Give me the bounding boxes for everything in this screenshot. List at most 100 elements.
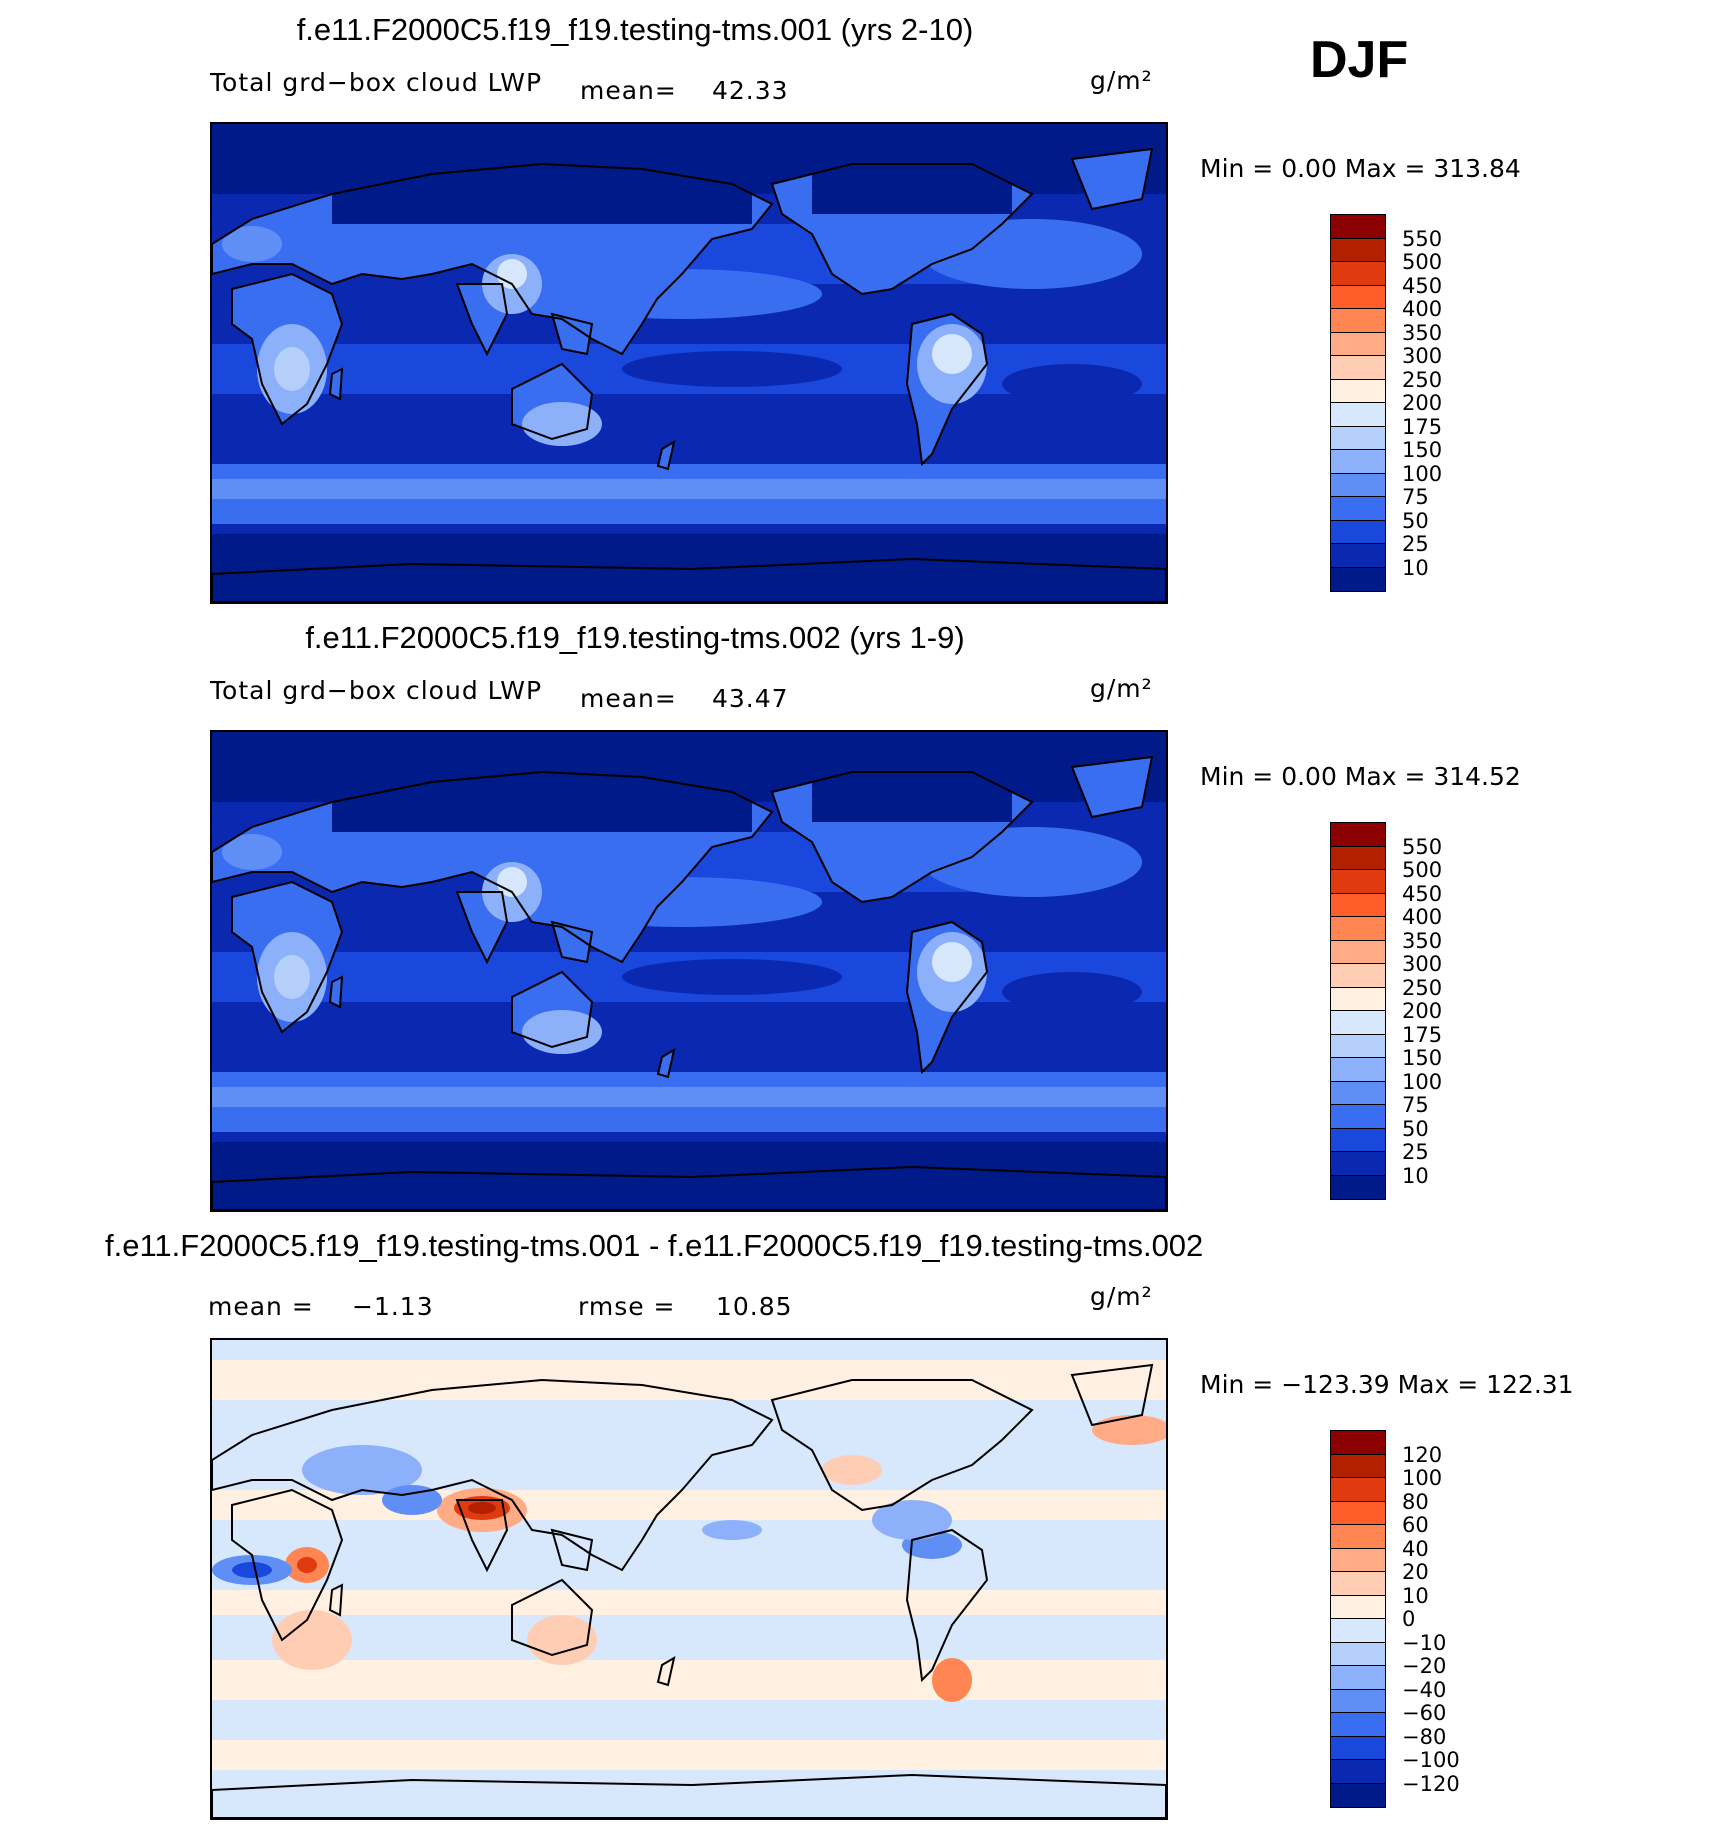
colorbar-tick-label: −80 [1402, 1724, 1447, 1749]
coastline [1070, 147, 1154, 211]
colorbar-box [1331, 964, 1385, 988]
coastline [511, 970, 594, 1049]
coastline [212, 1773, 1166, 1818]
coastline [1070, 755, 1154, 819]
map-background [212, 1340, 1166, 1818]
land-field [330, 369, 342, 399]
coastline [905, 312, 989, 467]
land-field [1072, 757, 1152, 817]
panel-2-mean-label: mean= [580, 684, 677, 713]
coastline [212, 557, 1166, 602]
colorbar-box [1331, 1105, 1385, 1129]
colorbar-box [1331, 1642, 1385, 1666]
colorbar-box [1331, 1175, 1385, 1199]
panel-1-mean-value: 42.33 [712, 76, 789, 105]
field-blob [497, 867, 527, 897]
colorbar-box [1331, 987, 1385, 1011]
panel-3-mean-value: −1.13 [352, 1292, 434, 1321]
colorbar-box [1331, 1619, 1385, 1643]
colorbar-box [1331, 1783, 1385, 1807]
colorbar-box [1331, 823, 1385, 847]
field-band [212, 1360, 1166, 1400]
colorbar-tick-label: 200 [1402, 391, 1443, 415]
colorbar-tick-label: 0 [1402, 1607, 1416, 1631]
colorbar-tick-label: 550 [1402, 834, 1443, 859]
colorbar-tick-label: 25 [1402, 1140, 1429, 1164]
colorbar-box [1331, 567, 1385, 591]
panel-3-rmse-value: 10.85 [716, 1292, 793, 1321]
coastline [231, 1488, 344, 1642]
land-field [658, 442, 674, 469]
colorbar-box [1331, 379, 1385, 403]
panel-1-colorbar [1330, 214, 1386, 592]
colorbar-box [1331, 1478, 1385, 1502]
colorbar-box [1331, 1572, 1385, 1596]
panel-3-units: g/m² [1090, 1282, 1153, 1311]
panel-3-map-svg [212, 1340, 1166, 1818]
field-blob [274, 955, 310, 999]
colorbar-box [1331, 1736, 1385, 1760]
colorbar-tick-label: 10 [1402, 555, 1429, 580]
coastline [656, 1655, 676, 1687]
field-blob [274, 347, 310, 391]
field-band [212, 1660, 1166, 1700]
colorbar-tick-label: 100 [1402, 461, 1443, 486]
coastline [511, 1578, 594, 1657]
field-band [212, 1590, 1166, 1615]
colorbar-box [1331, 309, 1385, 333]
field-blob [1002, 972, 1142, 1012]
colorbar-tick-label: 300 [1402, 952, 1443, 976]
colorbar-tick-label: 400 [1402, 905, 1443, 929]
field-band [332, 772, 752, 832]
colorbar-box [1331, 846, 1385, 870]
colorbar-tick-label: −40 [1402, 1677, 1447, 1702]
colorbar-box [1331, 285, 1385, 309]
field-blob [497, 259, 527, 289]
panel-3-map [210, 1338, 1168, 1820]
panel-3-rmse-label: rmse = [578, 1292, 676, 1321]
colorbar-tick-label: 175 [1402, 414, 1443, 439]
colorbar-box [1331, 1128, 1385, 1152]
coastline [770, 771, 1034, 904]
colorbar-tick-label: 175 [1402, 1022, 1443, 1047]
field-blob [468, 1502, 496, 1514]
colorbar-tick-label: 20 [1402, 1560, 1429, 1584]
colorbar-box [1331, 917, 1385, 941]
land-field [552, 922, 592, 962]
land-field [330, 977, 342, 1007]
field-band [212, 479, 1166, 499]
colorbar-tick-label: 25 [1402, 532, 1429, 556]
field-blob [872, 1500, 952, 1540]
coastline [328, 975, 344, 1009]
panel-2-map-svg [212, 732, 1166, 1210]
colorbar-box [1331, 332, 1385, 356]
coastline [212, 1165, 1166, 1210]
panel-2-map [210, 730, 1168, 1212]
field-blob [622, 959, 842, 995]
colorbar-box [1331, 1689, 1385, 1713]
panel-2-colorbar [1330, 822, 1386, 1200]
colorbar-box [1331, 520, 1385, 544]
colorbar-tick-label: 450 [1402, 881, 1443, 906]
colorbar-box [1331, 1713, 1385, 1737]
colorbar-tick-label: 75 [1402, 1093, 1429, 1117]
colorbar-tick-label: 60 [1402, 1513, 1429, 1537]
colorbar-tick-label: −60 [1402, 1701, 1447, 1725]
colorbar-box [1331, 940, 1385, 964]
coastline [770, 1379, 1034, 1512]
colorbar-tick-label: 500 [1402, 250, 1443, 274]
colorbar-tick-label: 75 [1402, 485, 1429, 509]
colorbar-box [1331, 893, 1385, 917]
coastline [1070, 1363, 1154, 1427]
coastline [550, 1528, 594, 1572]
coastline [212, 162, 774, 356]
field-blob [622, 351, 842, 387]
coastline [905, 1528, 989, 1683]
colorbar-tick-label: 100 [1402, 1466, 1443, 1490]
coastline [231, 272, 344, 426]
field-blob [932, 942, 972, 982]
panel-3-colorbar [1330, 1430, 1386, 1808]
coastline [550, 312, 594, 356]
coastline [328, 1583, 344, 1617]
field-blob [822, 1455, 882, 1485]
